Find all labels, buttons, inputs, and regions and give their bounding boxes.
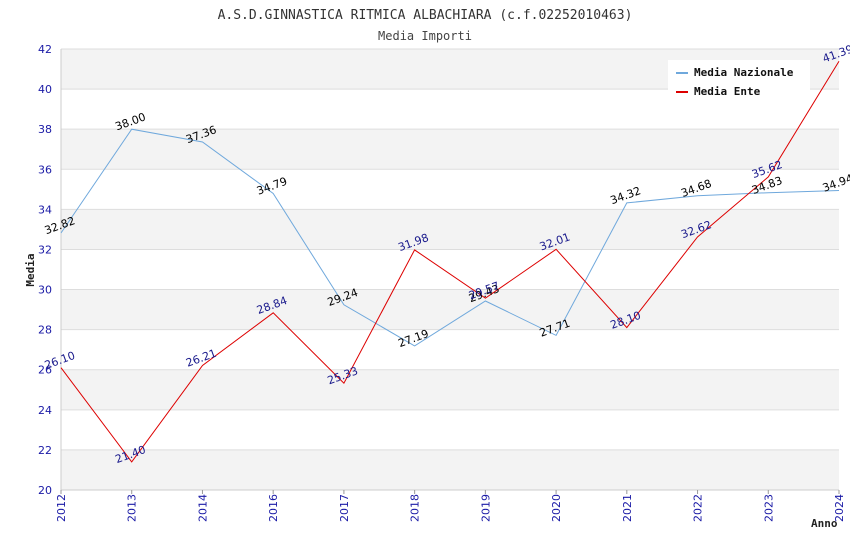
series-lines	[60, 60, 840, 463]
y-tick-label: 36	[38, 163, 52, 176]
y-tick-label: 34	[38, 203, 52, 216]
grid-band	[61, 209, 839, 250]
legend-entry: Media Nazionale	[694, 66, 794, 79]
x-tick-label: 2017	[338, 494, 351, 522]
chart-subtitle: Media Importi	[378, 29, 472, 43]
x-tick-label: 2024	[833, 494, 846, 522]
y-tick-label: 42	[38, 43, 52, 56]
legend-box	[668, 60, 810, 100]
x-tick-label: 2016	[267, 494, 280, 522]
data-label: 34.68	[679, 177, 713, 200]
x-tick-label: 2022	[692, 494, 705, 522]
data-label: 27.19	[396, 327, 430, 350]
y-axis-label: Media	[24, 253, 37, 286]
data-label: 26.10	[43, 349, 77, 372]
x-tick-label: 2021	[621, 494, 634, 522]
x-tick-label: 2019	[479, 494, 492, 522]
y-tick-label: 40	[38, 83, 52, 96]
y-tick-label: 26	[38, 364, 52, 377]
x-tick-label: 2020	[550, 494, 563, 522]
legend: Media Nazionale Media Ente	[668, 60, 810, 100]
data-label: 26.21	[184, 347, 218, 370]
chart-title: A.S.D.GINNASTICA RITMICA ALBACHIARA (c.f…	[218, 8, 633, 23]
y-tick-label: 32	[38, 243, 52, 256]
x-tick-labels: 2012 2013 2014 2016 2017 2018 2019 2020 2021 2022…	[55, 494, 846, 522]
x-tick-label: 2013	[126, 494, 139, 522]
data-label: 34.79	[255, 175, 289, 198]
axes	[60, 49, 840, 494]
y-tick-label: 24	[38, 404, 52, 417]
x-tick-label: 2014	[196, 494, 209, 522]
y-tick-labels: 20 22 24 26 28 30 32 34 36 38 40 42	[38, 43, 52, 497]
gridlines	[61, 48, 839, 491]
legend-entry: Media Ente	[694, 85, 761, 98]
y-tick-label: 20	[38, 484, 52, 497]
x-axis-label: Anno	[811, 517, 838, 530]
series-line-1	[60, 60, 840, 463]
y-tick-label: 38	[38, 123, 52, 136]
grid-bands	[61, 49, 839, 490]
series-line-0	[60, 128, 840, 347]
x-tick-label: 2012	[55, 494, 68, 522]
y-tick-label: 30	[38, 284, 52, 297]
grid-band	[61, 449, 839, 490]
y-tick-label: 28	[38, 324, 52, 337]
y-tick-label: 22	[38, 444, 52, 457]
data-label: 34.32	[609, 184, 643, 207]
data-label: 34.94	[821, 172, 850, 195]
grid-band	[61, 369, 839, 410]
x-tick-label: 2023	[762, 494, 775, 522]
x-tick-label: 2018	[409, 494, 422, 522]
grid-band	[61, 129, 839, 170]
